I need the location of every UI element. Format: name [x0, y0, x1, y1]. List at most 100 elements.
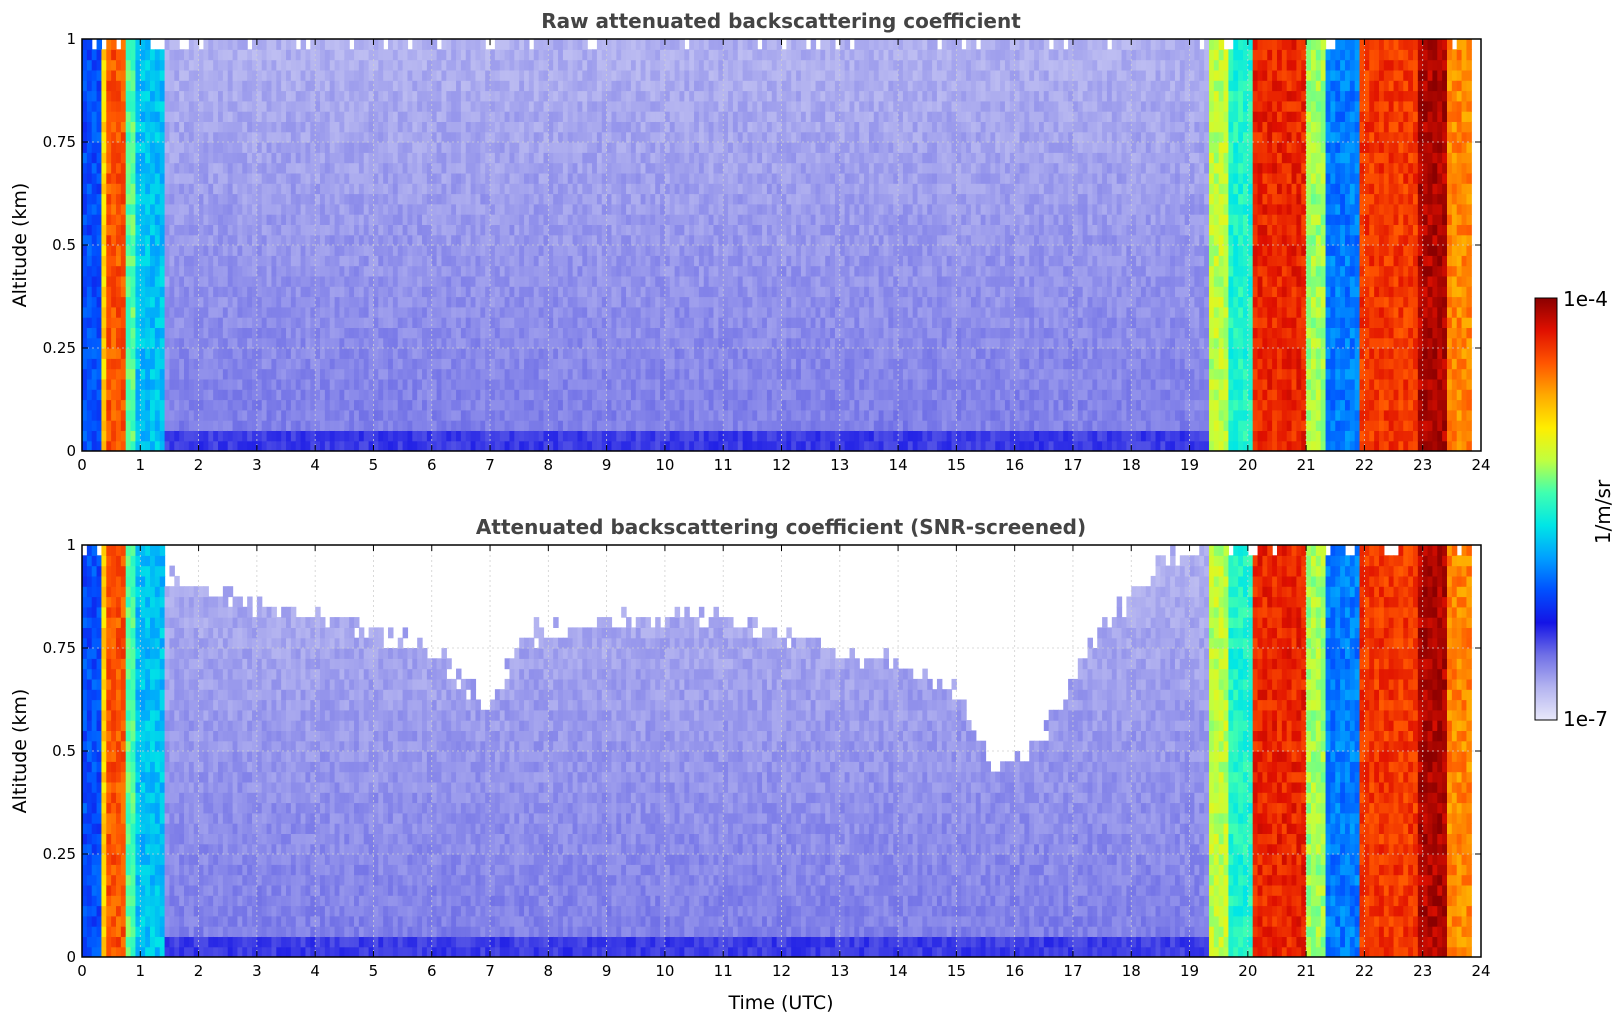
heatmap-cell — [558, 90, 564, 102]
heatmap-cell — [674, 131, 681, 143]
heatmap-cell — [140, 430, 146, 442]
heatmap-cell — [475, 100, 481, 112]
heatmap-cell — [538, 348, 545, 359]
heatmap-cell — [320, 152, 326, 164]
heatmap-cell — [596, 162, 603, 174]
heatmap-cell — [640, 142, 647, 153]
heatmap-cell — [567, 358, 574, 370]
heatmap-cell — [606, 317, 613, 328]
heatmap-cell — [412, 378, 418, 390]
heatmap-cell — [106, 399, 112, 411]
heatmap-cell — [601, 152, 608, 164]
heatmap-cell — [422, 172, 428, 184]
heatmap-cell — [290, 172, 297, 184]
heatmap-cell — [426, 183, 433, 195]
heatmap-cell — [237, 49, 243, 61]
heatmap-cell — [315, 389, 321, 401]
heatmap-cell — [106, 306, 112, 318]
heatmap-cell — [91, 296, 98, 308]
heatmap-cell — [174, 59, 180, 71]
heatmap-cell — [499, 172, 506, 184]
heatmap-cell — [329, 193, 336, 205]
heatmap-cell — [261, 234, 268, 246]
heatmap-cell — [606, 234, 613, 246]
heatmap-cell — [227, 90, 234, 102]
heatmap-cell — [266, 327, 273, 339]
heatmap-cell — [446, 358, 452, 370]
heatmap-cell — [145, 142, 151, 153]
heatmap-cell — [528, 327, 535, 339]
heatmap-cell — [480, 234, 486, 246]
heatmap-cell — [504, 183, 511, 195]
heatmap-cell — [611, 440, 617, 451]
heatmap-cell — [417, 255, 423, 267]
heatmap-cell — [276, 399, 282, 411]
heatmap-cell — [193, 306, 200, 318]
heatmap-cell — [300, 420, 307, 431]
heatmap-cell — [213, 214, 219, 225]
heatmap-cell — [567, 59, 574, 71]
heatmap-cell — [465, 142, 472, 153]
heatmap-cell — [276, 90, 282, 102]
heatmap-cell — [363, 389, 370, 401]
heatmap-cell — [611, 142, 617, 153]
heatmap-cell — [664, 378, 671, 390]
heatmap-cell — [465, 59, 472, 71]
heatmap-cell — [388, 265, 394, 277]
heatmap-cell — [504, 100, 511, 112]
heatmap-cell — [96, 100, 103, 112]
heatmap-cell — [417, 214, 423, 225]
heatmap-cell — [130, 440, 137, 451]
heatmap-cell — [509, 409, 515, 421]
heatmap-cell — [470, 296, 477, 308]
heatmap-cell — [426, 224, 433, 236]
heatmap-cell — [553, 389, 559, 401]
heatmap-cell — [592, 275, 598, 287]
heatmap-cell — [402, 337, 409, 349]
heatmap-cell — [164, 162, 171, 174]
heatmap-cell — [184, 337, 190, 349]
heatmap-cell — [436, 430, 443, 442]
heatmap-cell — [596, 121, 603, 133]
heatmap-cell — [664, 203, 671, 215]
heatmap-cell — [465, 183, 472, 195]
heatmap-cell — [349, 275, 355, 287]
heatmap-cell — [154, 183, 161, 195]
heatmap-cell — [441, 111, 447, 122]
heatmap-cell — [494, 203, 501, 215]
heatmap-cell — [660, 142, 666, 153]
heatmap-cell — [485, 286, 491, 298]
heatmap-cell — [475, 306, 481, 318]
heatmap-cell — [188, 337, 195, 349]
heatmap-cell — [305, 193, 311, 205]
heatmap-cell — [655, 378, 661, 390]
heatmap-cell — [188, 131, 195, 143]
heatmap-cell — [179, 172, 185, 184]
heatmap-cell — [562, 121, 569, 133]
heatmap-cell — [655, 100, 661, 112]
heatmap-cell — [679, 193, 685, 205]
heatmap-cell — [91, 286, 98, 298]
heatmap-cell — [324, 399, 331, 411]
heatmap-cell — [329, 183, 336, 195]
heatmap-cell — [645, 275, 651, 287]
heatmap-cell — [519, 80, 525, 92]
heatmap-cell — [213, 348, 219, 359]
heatmap-cell — [412, 306, 418, 318]
heatmap-cell — [655, 389, 661, 401]
heatmap-cell — [198, 111, 205, 122]
heatmap-cell — [616, 121, 622, 133]
heatmap-cell — [650, 59, 656, 71]
heatmap-cell — [669, 111, 676, 122]
heatmap-cell — [310, 275, 316, 287]
heatmap-cell — [116, 245, 122, 256]
heatmap-cell — [650, 306, 656, 318]
heatmap-cell — [329, 317, 336, 328]
heatmap-cell — [222, 69, 229, 81]
heatmap-cell — [446, 90, 452, 102]
heatmap-cell — [392, 440, 399, 451]
heatmap-cell — [329, 234, 336, 246]
heatmap-cell — [300, 306, 307, 318]
heatmap-cell — [397, 214, 404, 225]
heatmap-cell — [606, 193, 613, 205]
